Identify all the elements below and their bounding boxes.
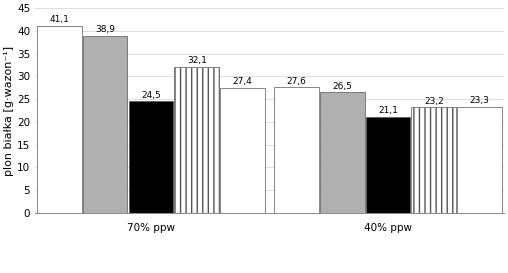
Text: 27,6: 27,6 <box>287 76 306 85</box>
Bar <box>366 117 410 213</box>
Bar <box>220 88 265 213</box>
Text: 27,4: 27,4 <box>233 78 252 87</box>
Bar <box>37 26 82 213</box>
Text: 24,5: 24,5 <box>141 91 161 100</box>
Bar <box>320 92 365 213</box>
Text: 41,1: 41,1 <box>49 15 69 24</box>
Bar <box>411 107 456 213</box>
Y-axis label: plon białka [g·wazon⁻¹]: plon białka [g·wazon⁻¹] <box>4 46 14 176</box>
Text: 23,2: 23,2 <box>424 97 443 106</box>
Bar <box>174 67 219 213</box>
Text: 23,3: 23,3 <box>470 96 490 105</box>
Bar <box>83 36 128 213</box>
Bar <box>457 107 502 213</box>
Bar <box>274 87 319 213</box>
Text: 38,9: 38,9 <box>95 25 115 34</box>
Text: 26,5: 26,5 <box>332 82 352 91</box>
Bar <box>129 102 173 213</box>
Text: 32,1: 32,1 <box>187 56 207 65</box>
Text: 21,1: 21,1 <box>378 106 398 115</box>
